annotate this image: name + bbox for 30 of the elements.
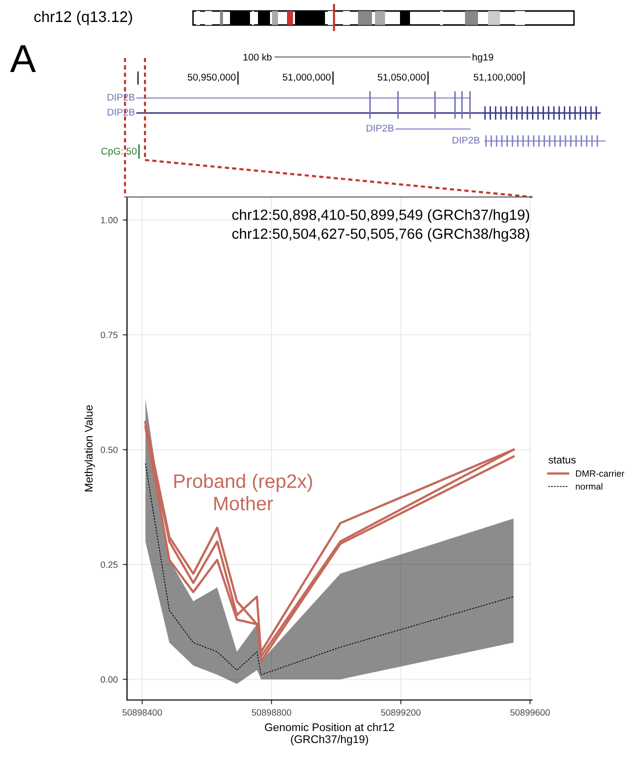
text: 51,050,000 [378,74,426,82]
text: DIP2B [366,124,394,132]
y-tick-label: 0.50 [100,446,118,454]
text: 51,000,000 [282,74,331,82]
x-axis-title: Genomic Position at chr12 (GRCh37/hg19) [264,723,394,746]
annotation: Proband (rep2x) Mother [174,474,312,510]
y-tick-label: 0.00 [100,676,118,683]
x-tick-label: 50898800 [252,709,292,716]
y-tick-label: 0.75 [100,332,118,338]
text: DIP2B [108,94,134,101]
text: 100 kb [244,53,272,61]
y-tick-label: 1.00 [101,216,118,224]
legend-label: normal [576,483,602,490]
text: hg19 [472,53,494,63]
annotation: chr12:50,504,627-50,505,766 (GRCh38/hg38) [232,228,530,242]
text: CpG: 50 [101,148,137,157]
legend-title: status [548,456,576,464]
y-tick-label: 0.25 [100,561,118,568]
annotation: chr12:50,898,410-50,899,549 (GRCh37/hg19) [232,209,530,223]
text: chr12 (q13.12) [34,10,132,26]
x-tick-label: 50898400 [122,709,162,716]
text: A [10,45,36,72]
text: DIP2B [452,136,480,144]
legend-label: DMR-carrier [576,470,624,477]
x-tick-label: 50899600 [510,709,550,716]
text: 50,950,000 [188,74,236,82]
y-axis-title: Methylation Value [84,405,95,492]
x-tick-label: 50899200 [381,709,421,716]
text: 51,100,000 [474,74,522,82]
text: DIP2B [108,108,134,116]
